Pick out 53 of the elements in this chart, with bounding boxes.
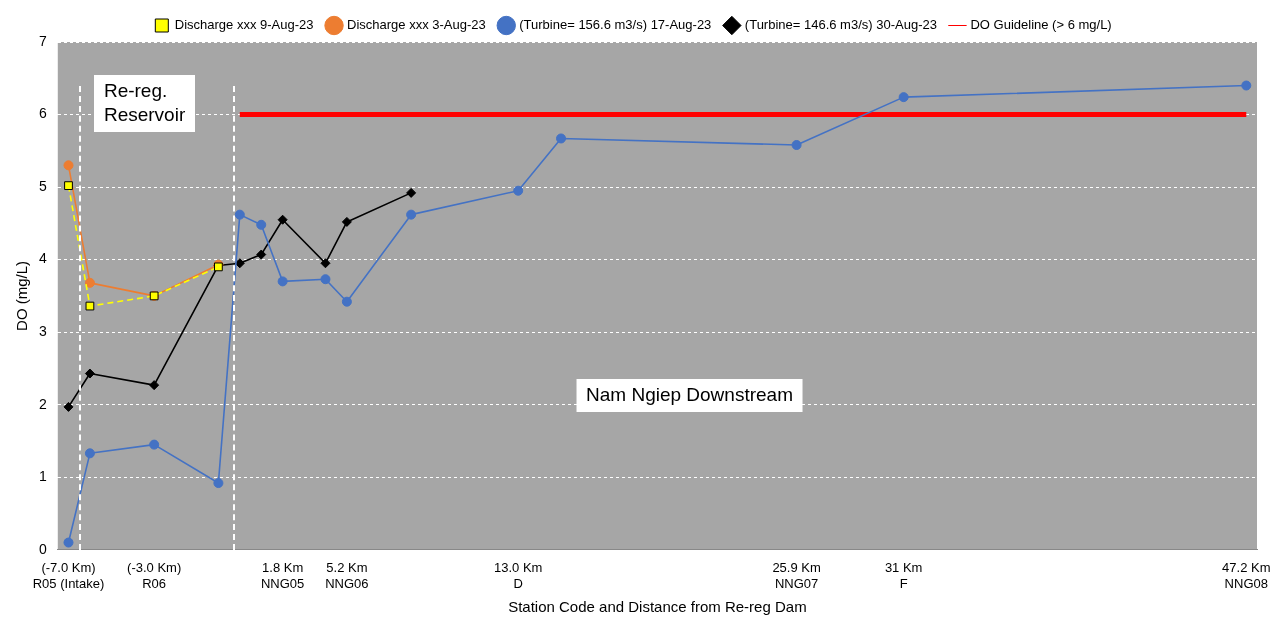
annotation: Nam Ngiep Downstream — [576, 379, 803, 412]
point — [84, 448, 95, 459]
point — [341, 216, 352, 227]
point — [277, 276, 288, 287]
point — [63, 160, 74, 171]
y-tick-label: 2 — [38, 395, 47, 412]
point — [320, 274, 331, 285]
point — [256, 219, 267, 230]
point — [149, 380, 160, 391]
point — [1241, 80, 1252, 91]
legend-label: (Turbine= 146.6 m3/s) 30-Aug-23 — [744, 17, 937, 33]
point — [556, 133, 567, 144]
x-tick-label: (-3.0 Km) R06 — [127, 560, 182, 591]
legend-label: (Turbine= 156.6 m3/s) 17-Aug-23 — [519, 17, 712, 33]
point — [149, 439, 160, 450]
point — [234, 209, 245, 220]
legend-label: Discharge xxx 9-Aug-23 — [174, 17, 314, 33]
point — [84, 277, 95, 288]
point — [406, 187, 417, 198]
point — [320, 258, 331, 269]
x-tick-label: 1.8 Km NNG05 — [260, 560, 305, 591]
y-axis-title: DO (mg/L) — [13, 260, 31, 331]
point — [85, 301, 95, 311]
y-tick-label: 1 — [38, 468, 47, 485]
x-tick-label: 25.9 Km NNG07 — [772, 560, 821, 591]
point — [64, 181, 73, 191]
point — [213, 478, 224, 489]
annotation: Re-reg. Reservoir — [93, 74, 196, 133]
y-tick-label: 0 — [38, 540, 47, 557]
x-tick-label: 13.0 Km D — [493, 560, 543, 591]
x-tick-label: 31 Km F — [884, 560, 923, 591]
x-axis-title: Station Code and Distance from Re-reg Dam — [508, 598, 807, 616]
legend-label: Discharge xxx 3-Aug-23 — [347, 17, 486, 33]
y-tick-label: 5 — [38, 177, 47, 194]
point — [406, 209, 417, 220]
point — [256, 249, 267, 260]
y-tick-label: 4 — [38, 250, 47, 267]
y-tick-label: 6 — [38, 105, 47, 122]
x-tick-label: (-7.0 Km) R05 (Intake) — [32, 560, 105, 591]
point — [898, 92, 909, 103]
point — [513, 185, 524, 196]
point — [63, 537, 74, 548]
y-tick-label: 7 — [38, 32, 47, 49]
point — [63, 401, 74, 412]
point — [341, 296, 352, 307]
point — [234, 258, 245, 269]
legend-label: DO Guideline (> 6 mg/L) — [970, 17, 1112, 33]
point — [791, 140, 802, 151]
x-tick-label: 47.2 Km NNG08 — [1222, 560, 1271, 591]
y-tick-label: 3 — [38, 323, 47, 340]
x-tick-label: 5.2 Km NNG06 — [325, 560, 369, 591]
point — [277, 214, 288, 225]
point — [84, 368, 95, 379]
